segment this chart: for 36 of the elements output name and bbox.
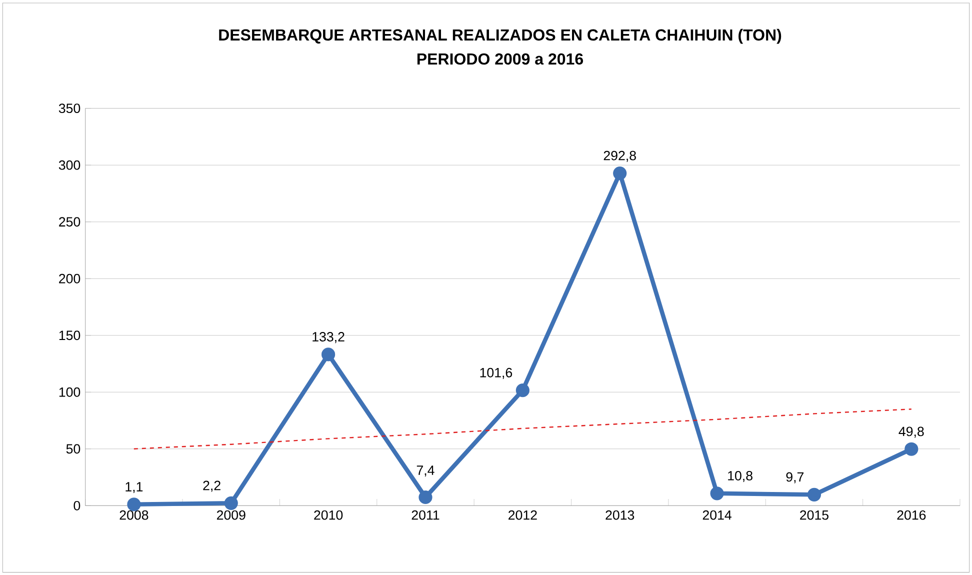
y-tick-label: 200 bbox=[59, 274, 80, 284]
y-tick-label: 50 bbox=[66, 444, 80, 454]
y-tick-label: 150 bbox=[59, 330, 80, 340]
point bbox=[904, 442, 918, 456]
data-label: 133,2 bbox=[312, 332, 344, 344]
data-label: 9,7 bbox=[786, 472, 804, 484]
chart-title: DESEMBARQUE ARTESANAL REALIZADOS EN CALETA CHAIHUIN (TON) bbox=[219, 28, 782, 44]
point bbox=[322, 348, 336, 362]
x-tick-label: 2015 bbox=[800, 510, 828, 520]
chart-subtitle: PERIODO 2009 a 2016 bbox=[417, 53, 584, 65]
y-tick-label: 250 bbox=[59, 217, 80, 227]
x-tick-label: 2008 bbox=[120, 510, 148, 520]
data-label: 7,4 bbox=[416, 466, 434, 477]
data-label: 292,8 bbox=[604, 150, 636, 162]
x-tick-label: 2012 bbox=[508, 510, 537, 520]
data-label: 101,6 bbox=[480, 368, 512, 379]
y-tick-label: 100 bbox=[59, 387, 80, 397]
point bbox=[710, 486, 724, 500]
data-label: 2,2 bbox=[203, 480, 220, 492]
data-label: 1,1 bbox=[126, 482, 143, 494]
y-tick-label: 0 bbox=[74, 500, 80, 510]
point bbox=[516, 384, 530, 398]
point bbox=[224, 496, 238, 510]
y-tick-label: 300 bbox=[58, 160, 80, 170]
data-label: 49,8 bbox=[898, 426, 924, 438]
x-tick-label: 2013 bbox=[606, 510, 634, 520]
x-tick-label: 2016 bbox=[897, 510, 926, 520]
point bbox=[613, 166, 627, 180]
point bbox=[418, 490, 432, 504]
data-label: 10,8 bbox=[728, 471, 752, 482]
x-tick-label: 2014 bbox=[702, 510, 732, 520]
y-tick-label: 350 bbox=[58, 104, 80, 114]
x-tick-label: 2011 bbox=[412, 510, 440, 520]
x-tick-label: 2009 bbox=[216, 510, 246, 520]
x-tick-label: 2010 bbox=[314, 510, 343, 520]
point bbox=[807, 488, 822, 502]
